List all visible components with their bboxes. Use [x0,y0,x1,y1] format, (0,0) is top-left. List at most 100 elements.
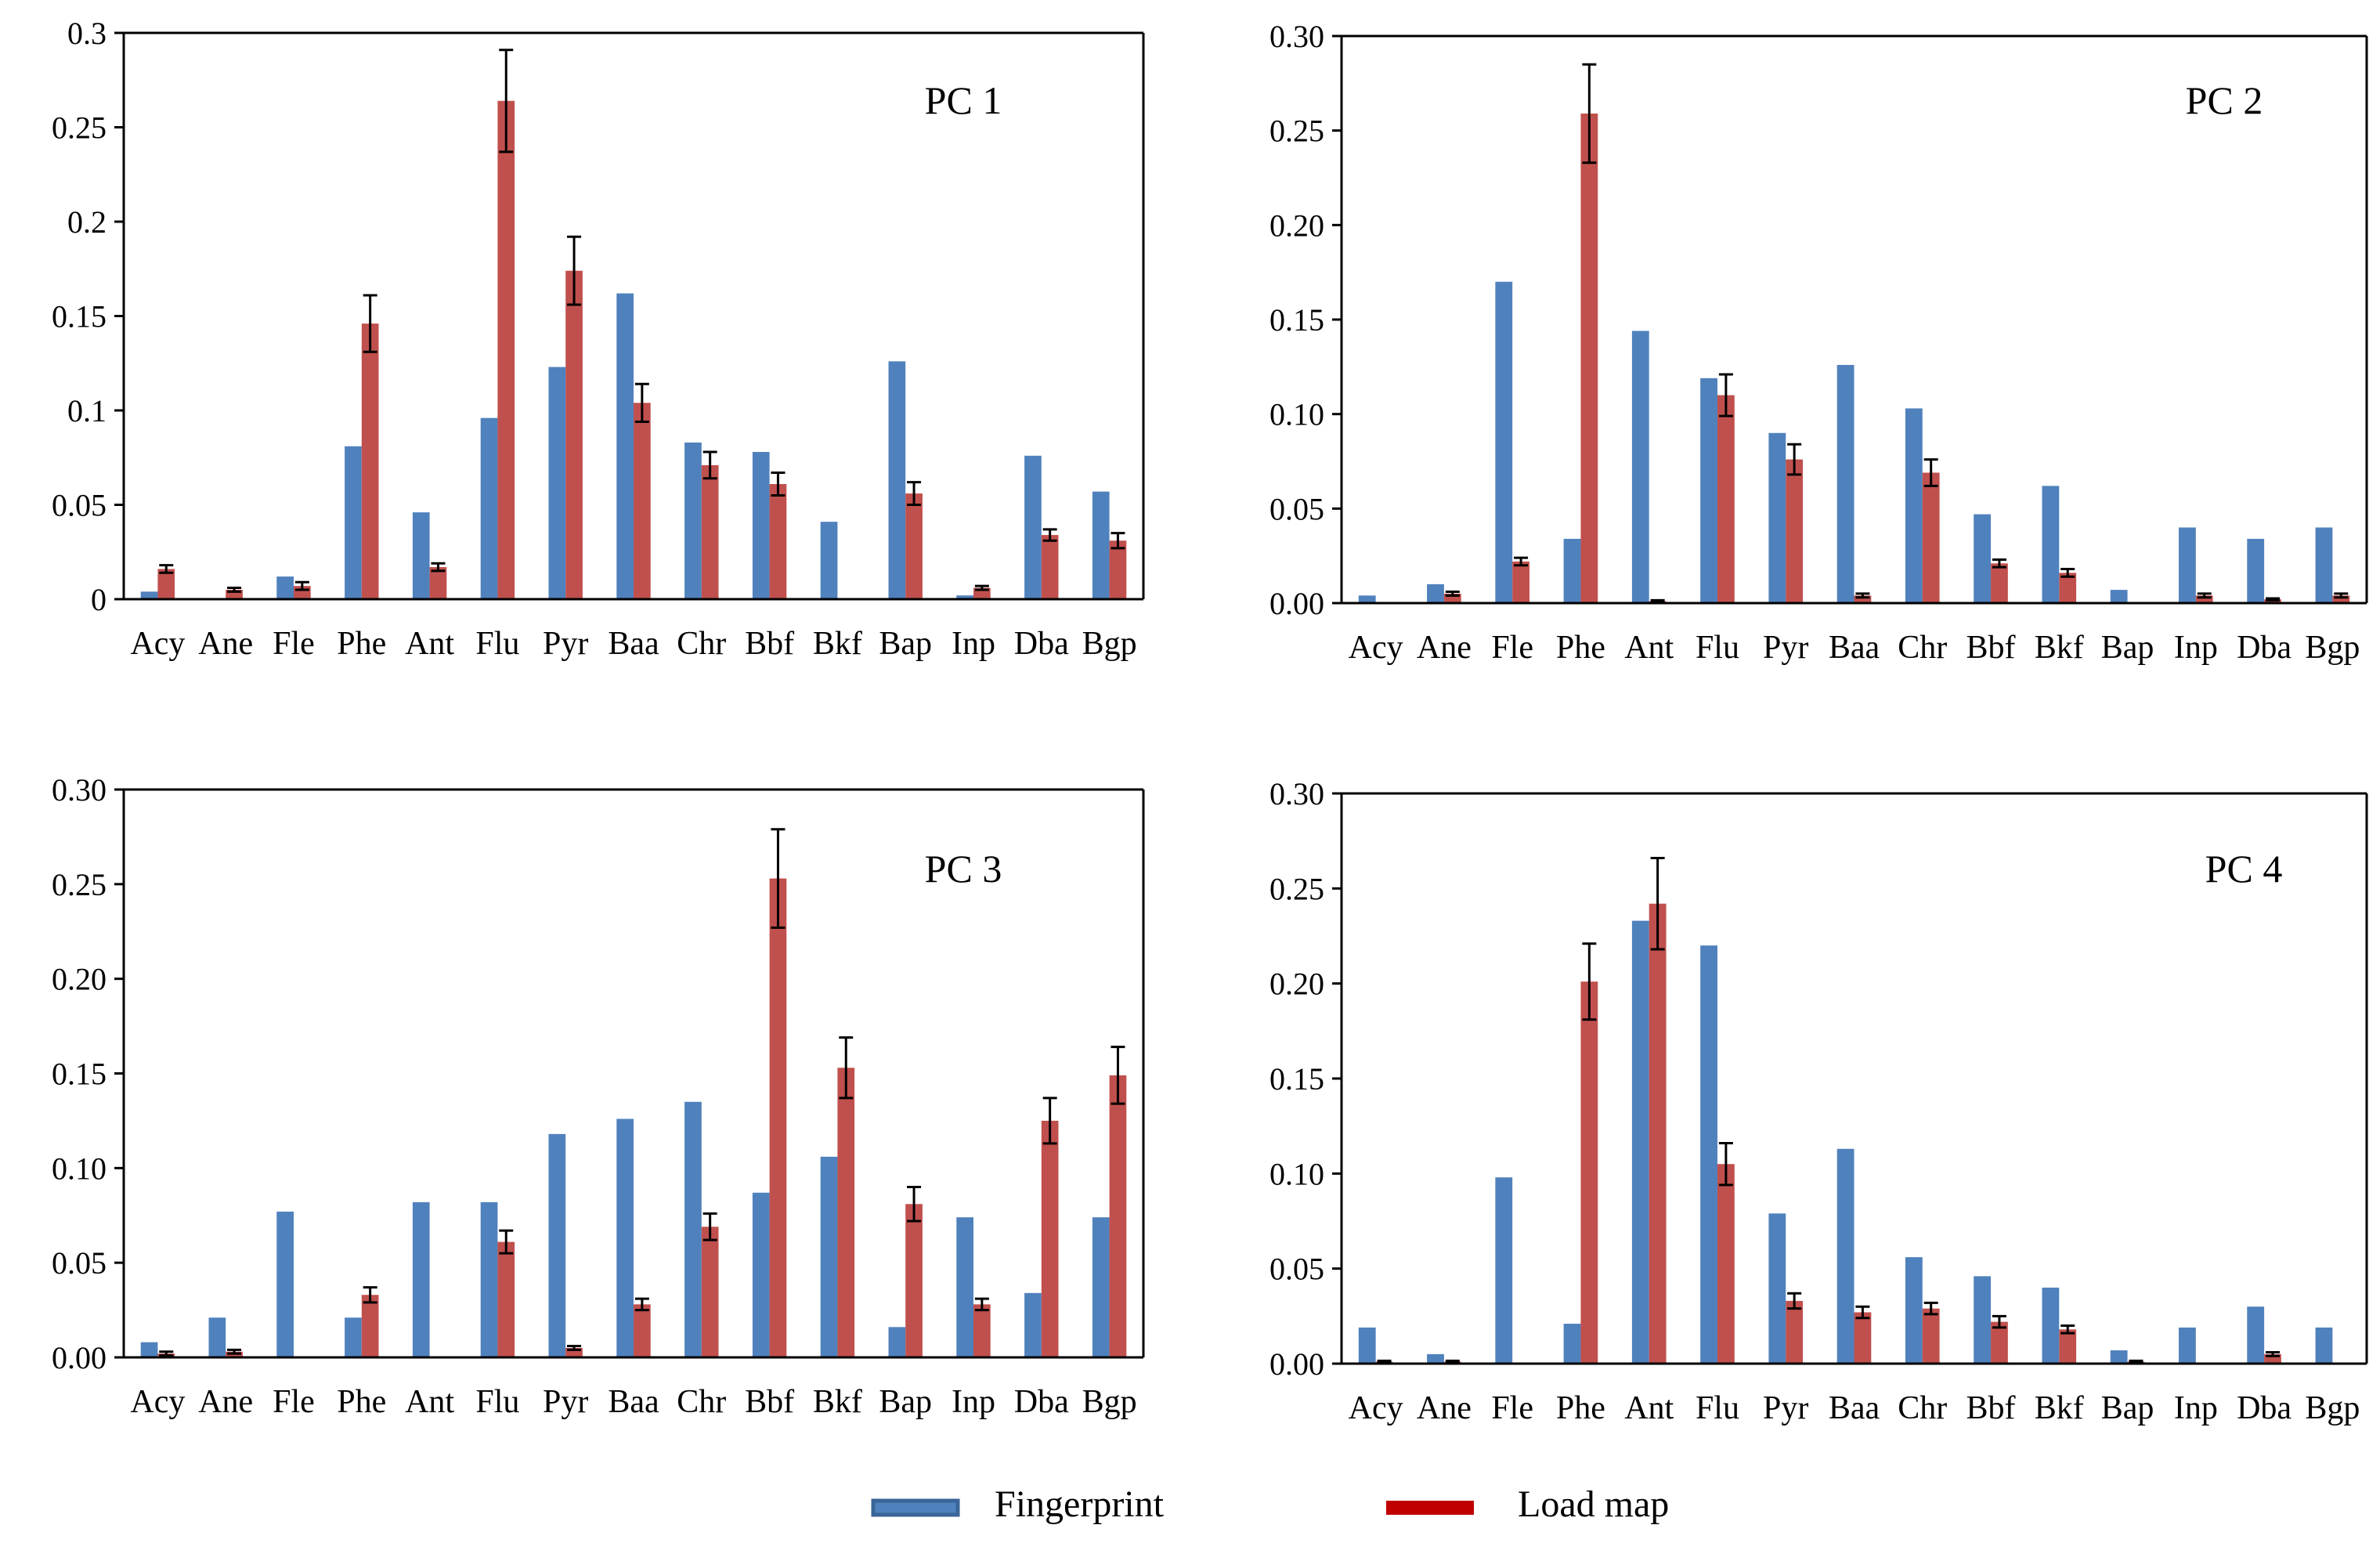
x-tick-label-ane: Ane [198,626,253,662]
y-tick-label: 0.00 [1269,586,1324,621]
x-tick-label-inp: Inp [952,1384,995,1420]
errorbar-loadmap-pyr [1787,1292,1802,1310]
x-tick-label-ant: Ant [405,626,454,662]
bar-fingerprint-bgp [2315,1327,2333,1364]
bar-loadmap-acy [157,569,175,599]
y-tick-label: 0.15 [1269,302,1324,338]
errorbar-loadmap-dba [1042,528,1057,542]
x-tick-label-fle: Fle [273,626,315,662]
y-tick-label: 0.15 [1269,1061,1324,1097]
bar-fingerprint-acy [1358,595,1376,603]
bar-loadmap-pyr [1786,1300,1804,1364]
bar-fingerprint-flu [1700,945,1717,1364]
bar-loadmap-flu [1717,1164,1735,1364]
errorbar-loadmap-bkf [2060,568,2075,578]
x-tick-label-bap: Bap [2101,630,2154,666]
panel-title: PC 1 [925,78,1002,122]
bar-loadmap-bgp [1109,540,1127,599]
y-tick-label: 0.05 [52,1245,107,1281]
bar-fingerprint-inp [956,1217,973,1357]
bar-fingerprint-ant [412,512,430,599]
bar-fingerprint-bkf [820,1156,838,1357]
errorbar-loadmap-bkf [839,1036,854,1100]
errorbar-loadmap-ane [1445,591,1460,597]
errorbar-loadmap-ane [1445,1359,1460,1364]
bar-loadmap-chr [701,1227,719,1357]
x-tick-label-baa: Baa [608,626,659,662]
y-tick-label: 0.2 [67,204,107,240]
x-tick-label-bgp: Bgp [1082,1384,1137,1420]
bar-fingerprint-pyr [1768,432,1786,603]
legend-swatch-loadmap [1386,1501,1474,1515]
bar-fingerprint-dba [1024,455,1042,599]
errorbar-loadmap-pyr [567,1345,582,1351]
panel-pc1: 0 0.05 0.1 0.15 0.2 0.25 0.3 Acy Ane Fle Phe Ant Flu… [52,16,1145,662]
errorbar-loadmap-chr [702,450,717,480]
x-tick-label-dba: Dba [2237,630,2292,666]
x-tick-label-flu: Flu [1696,630,1739,666]
x-tick-label-ant: Ant [1624,1390,1674,1426]
legend-label-loadmap: Load map [1518,1483,1669,1525]
y-tick-label: 0.25 [1269,871,1324,906]
y-tick-label: 0.10 [1269,397,1324,432]
x-tick-label-inp: Inp [2174,1390,2218,1426]
y-tick-label: 0.10 [1269,1156,1324,1191]
panel-pc3: 0.00 0.05 0.10 0.15 0.20 0.25 0.30 Acy Ane Fle Phe… [52,772,1145,1420]
errorbar-loadmap-inp [2197,592,2212,599]
x-tick-label-acy: Acy [130,626,185,662]
legend-label-fingerprint: Fingerprint [995,1483,1165,1525]
bar-fingerprint-chr [684,442,702,599]
bar-loadmap-inp [2195,595,2213,603]
errorbar-loadmap-ane [227,1348,242,1355]
bar-fingerprint-ant [412,1202,430,1357]
errorbar-loadmap-bbf [771,472,786,497]
errorbar-loadmap-flu [499,1229,514,1255]
errorbar-loadmap-bbf [1992,558,2006,569]
bar-loadmap-phe [361,323,379,599]
bar-fingerprint-baa [1836,1148,1855,1364]
bar-fingerprint-ane [208,1317,226,1357]
x-tick-label-phe: Phe [337,626,386,662]
x-tick-label-baa: Baa [608,1384,659,1420]
x-tick-label-bbf: Bbf [745,1384,794,1420]
bar-loadmap-phe [361,1295,379,1357]
errorbar-loadmap-baa [1855,592,1870,599]
x-tick-label-bkf: Bkf [813,1384,862,1420]
x-tick-label-pyr: Pyr [1763,630,1808,666]
errorbar-loadmap-phe [1582,63,1597,164]
errorbar-loadmap-dba [1042,1097,1057,1145]
y-tick-label: 0.20 [1269,208,1324,243]
panel-title: PC 4 [2205,847,2283,891]
bar-fingerprint-acy [140,591,158,599]
bar-fingerprint-bap [888,1327,906,1357]
bar-loadmap-pyr [1786,459,1804,603]
bar-fingerprint-ant [1631,920,1649,1364]
bar-loadmap-baa [634,1304,651,1357]
bar-fingerprint-bgp [2315,527,2333,603]
bar-loadmap-bbf [769,483,787,599]
y-tick-label: 0.05 [1269,1252,1324,1287]
x-tick-label-fle: Fle [273,1384,315,1420]
bar-fingerprint-bgp [1092,491,1110,599]
panel-pc2: 0.00 0.05 0.10 0.15 0.20 0.25 0.30 Acy Ane Fle Phe… [1269,19,2368,666]
bar-fingerprint-ane [1427,584,1444,603]
errorbar-loadmap-chr [702,1212,717,1241]
y-tick-label: 0.15 [52,299,107,334]
bar-fingerprint-dba [1024,1292,1042,1357]
bar-fingerprint-phe [1563,1324,1581,1364]
bar-fingerprint-bkf [2042,1287,2060,1364]
errorbar-loadmap-flu [1718,373,1733,417]
bar-loadmap-bgp [1109,1075,1127,1357]
y-tick-label: 0.1 [67,393,107,428]
bar-loadmap-flu [1717,395,1735,603]
x-tick-label-bbf: Bbf [1966,630,2016,666]
x-tick-label-baa: Baa [1829,1390,1880,1426]
bar-loadmap-baa [1854,1312,1872,1364]
bar-fingerprint-bbf [1974,1276,1992,1364]
x-tick-label-flu: Flu [475,1384,519,1420]
x-tick-label-inp: Inp [952,626,995,662]
bar-fingerprint-phe [1563,538,1581,603]
bar-fingerprint-inp [956,595,973,599]
errorbar-loadmap-inp [974,584,989,591]
